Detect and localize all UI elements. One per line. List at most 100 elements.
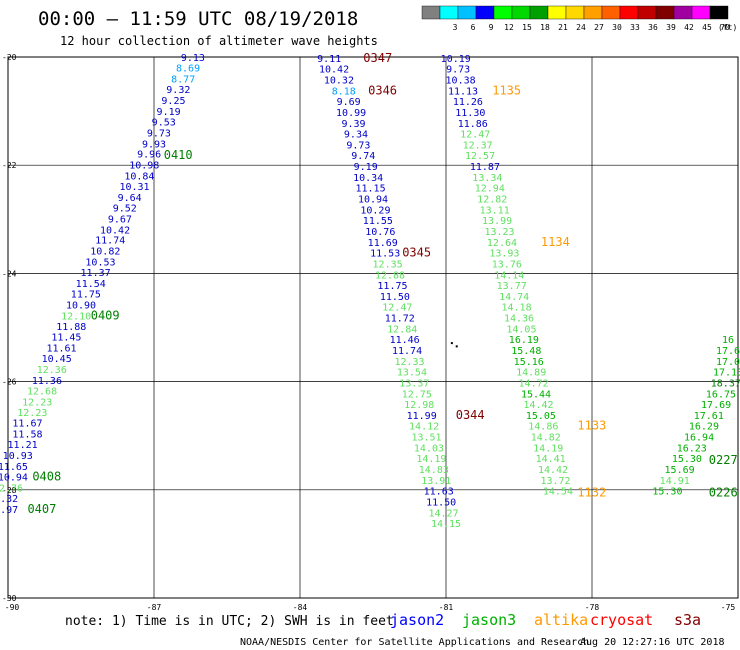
swh-value-label: 15.30 (652, 487, 682, 498)
color-swatch (511, 5, 531, 20)
swh-value-label: 8.77 (171, 74, 195, 85)
swh-value-label: 14.41 (536, 454, 566, 465)
swh-value-label: 11.74 (95, 236, 125, 247)
swh-value-label: 13.93 (489, 249, 519, 260)
swh-value-label: 17.6 (716, 346, 740, 357)
swh-value-label: 14.18 (502, 303, 532, 314)
latitude-tick-label: -30 (2, 594, 17, 603)
swh-value-label: 10.53 (85, 257, 115, 268)
color-tick-label: 27 (594, 23, 604, 32)
color-tick-label: 24 (576, 23, 586, 32)
swh-value-label: 11.45 (51, 332, 81, 343)
swh-value-label: 10.42 (100, 225, 130, 236)
swh-value-label: 12.98 (404, 400, 434, 411)
swh-value-label: 12.68 (27, 387, 57, 398)
color-tick-label: 33 (630, 23, 640, 32)
satellite-legend-entry: jason2 (390, 611, 444, 629)
swh-value-label: 9.74 (351, 151, 375, 162)
swh-value-label: 14.72 (519, 378, 549, 389)
color-swatch (601, 5, 621, 20)
swh-value-label: 10.82 (90, 246, 120, 257)
swh-value-label: 11.67 (12, 419, 42, 430)
swh-value-label: 11.37 (81, 268, 111, 279)
swh-value-label: 12.88 (375, 270, 405, 281)
swh-value-label: 9.73 (147, 129, 171, 140)
swh-value-label: 14.19 (416, 454, 446, 465)
latitude-tick-label: -24 (2, 269, 17, 278)
swh-value-label: 11.75 (377, 281, 407, 292)
swh-value-label: 14.14 (494, 270, 524, 281)
map-subtitle: 12 hour collection of altimeter wave hei… (60, 34, 378, 48)
swh-value-label: 9.19 (354, 162, 378, 173)
swh-value-label: 16 (722, 335, 734, 346)
swh-value-label: 14.42 (538, 465, 568, 476)
color-swatch (709, 5, 729, 20)
color-tick-label: 12 (504, 23, 514, 32)
wave-height-labels: 9.138.698.779.329.259.199.539.739.939.96… (0, 53, 740, 530)
swh-value-label: 12.57 (465, 151, 495, 162)
swh-value-label: 11.21 (8, 440, 38, 451)
pass-label: 0409 (91, 308, 120, 322)
swh-value-label: 8.18 (332, 86, 356, 97)
swh-value-label: 9.52 (113, 204, 137, 215)
swh-value-label: 13.51 (411, 433, 441, 444)
swh-value-label: 11.54 (76, 279, 106, 290)
swh-value-label: 14.91 (660, 476, 690, 487)
swh-value-label: 17.61 (694, 411, 724, 422)
swh-value-label: 11.74 (392, 346, 422, 357)
swh-value-label: 11.13 (448, 86, 478, 97)
swh-value-label: 9.73 (346, 140, 370, 151)
longitude-tick-label: -87 (147, 603, 162, 612)
color-tick-label: 6 (471, 23, 476, 32)
data-dot (450, 342, 453, 345)
swh-value-label: 13.91 (421, 476, 451, 487)
pass-label: 0347 (363, 51, 392, 65)
swh-value-label: 10.19 (441, 54, 471, 65)
swh-value-label: 10.42 (319, 65, 349, 76)
color-swatch (691, 5, 711, 20)
swh-value-label: 10.97 (0, 505, 18, 516)
color-swatch (475, 5, 495, 20)
swh-value-label: 10.32 (0, 494, 18, 505)
swh-value-label: 15.16 (514, 357, 544, 368)
longitude-tick-label: -84 (293, 603, 308, 612)
swh-value-label: 14.83 (419, 465, 449, 476)
swh-value-label: 9.67 (108, 215, 132, 226)
color-tick-label: 21 (558, 23, 568, 32)
swh-value-label: 9.96 (137, 150, 161, 161)
swh-value-label: 11.30 (455, 108, 485, 119)
swh-value-label: 9.19 (157, 107, 181, 118)
swh-value-label: 12.84 (387, 324, 417, 335)
color-tick-label: 30 (612, 23, 622, 32)
swh-value-label: 11.69 (368, 238, 398, 249)
swh-value-label: 10.34 (353, 173, 383, 184)
swh-value-label: 11.46 (390, 335, 420, 346)
color-swatch (583, 5, 603, 20)
swh-value-label: 11.88 (56, 322, 86, 333)
color-tick-label: 70 (720, 23, 730, 32)
color-scale-legend: 3 6 9 12 15 18 21 24 27 30 33 36 39 42 45 70(ft) (421, 5, 737, 32)
swh-value-label: 14.42 (523, 400, 553, 411)
swh-value-label: 9.32 (166, 85, 190, 96)
swh-value-label: 11.72 (385, 314, 415, 325)
swh-value-label: 12.35 (373, 259, 403, 270)
swh-value-label: 14.12 (409, 422, 439, 433)
pass-label: 1132 (577, 485, 606, 499)
color-swatch (493, 5, 513, 20)
swh-value-label: 14.03 (414, 443, 444, 454)
swh-value-label: 16.29 (689, 422, 719, 433)
color-swatch (421, 5, 441, 20)
color-tick-label: 36 (648, 23, 658, 32)
latitude-tick-label: -28 (2, 486, 17, 495)
color-tick-label: 3 (453, 23, 458, 32)
swh-value-label: 10.38 (446, 76, 476, 87)
color-tick-label: 39 (666, 23, 676, 32)
latitude-tick-label: -26 (2, 378, 17, 387)
swh-value-label: 15.69 (665, 465, 695, 476)
longitude-tick-label: -90 (5, 603, 20, 612)
swh-value-label: 15.30 (672, 454, 702, 465)
pass-label: 0346 (368, 83, 397, 97)
swh-value-label: 10.31 (119, 182, 149, 193)
pass-number-labels: 0410 0409 0408 0407 0347 0346 0345 0344 1135 1134… (27, 51, 737, 516)
